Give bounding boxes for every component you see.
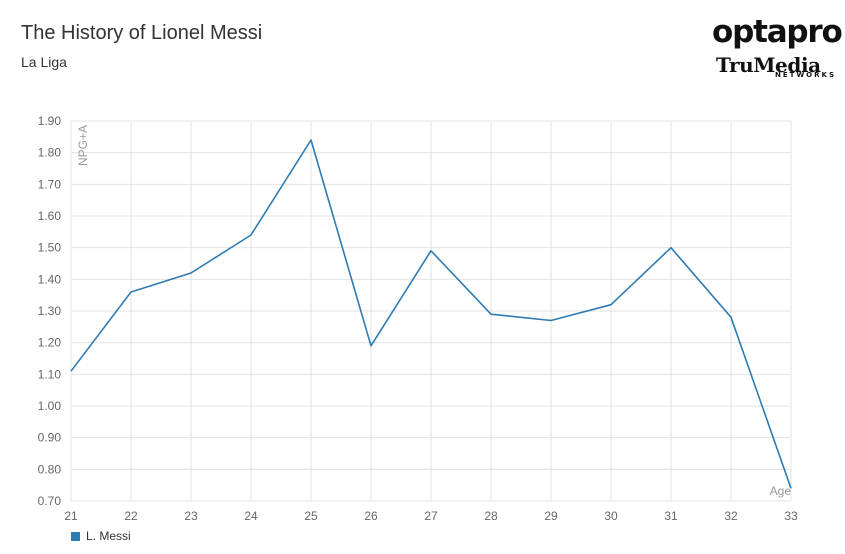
y-tick-label: 1.50: [38, 241, 62, 255]
chart-legend[interactable]: L. Messi: [71, 529, 131, 543]
x-tick-labels: 21 22 23 24 25 26 27 28 29 30 31 32 33: [64, 509, 798, 523]
grid-lines: [70, 120, 792, 502]
legend-label: L. Messi: [86, 529, 131, 543]
data-point[interactable]: [485, 308, 497, 320]
logo-trumedia-text: TruMedia: [716, 53, 821, 77]
data-point[interactable]: [365, 340, 377, 352]
x-tick-label: 29: [544, 509, 558, 523]
y-tick-label: 1.80: [38, 146, 62, 160]
y-tick-label: 1.60: [38, 209, 62, 223]
series-line[interactable]: [70, 139, 792, 489]
x-tick-label: 21: [64, 509, 78, 523]
chart-subtitle: La Liga: [21, 54, 67, 70]
data-point[interactable]: [605, 299, 617, 311]
data-point[interactable]: [305, 134, 317, 146]
chart-title: The History of Lionel Messi: [21, 22, 263, 44]
x-tick-label: 28: [484, 509, 498, 523]
x-tick-label: 27: [424, 509, 438, 523]
x-tick-label: 22: [124, 509, 138, 523]
data-point[interactable]: [425, 245, 437, 257]
x-tick-label: 30: [604, 509, 618, 523]
x-tick-label: 24: [244, 509, 258, 523]
y-tick-label: 1.70: [38, 177, 62, 191]
y-tick-labels: 0.70 0.80 0.90 1.00 1.10 1.20 1.30 1.40 1.50 1.60…: [38, 114, 62, 508]
y-tick-label: 0.80: [38, 462, 62, 476]
data-point[interactable]: [125, 286, 137, 298]
x-tick-label: 31: [664, 509, 678, 523]
y-tick-label: 1.10: [38, 367, 62, 381]
y-axis-label: NPG+A: [76, 125, 90, 166]
series-lines: [65, 134, 792, 489]
legend-swatch: [71, 531, 80, 541]
x-tick-label: 26: [364, 509, 378, 523]
y-tick-label: 1.30: [38, 304, 62, 318]
y-tick-label: 1.90: [38, 114, 62, 128]
y-tick-label: 0.70: [38, 494, 62, 508]
x-tick-label: 25: [304, 509, 318, 523]
logo-networks-text: NETWORKS: [775, 71, 836, 79]
y-tick-label: 1.20: [38, 336, 62, 350]
logo-optapro-text: optapro: [712, 14, 843, 50]
x-tick-label: 32: [724, 509, 738, 523]
x-axis-label: Age: [770, 484, 792, 498]
y-tick-label: 0.90: [38, 431, 62, 445]
y-tick-label: 1.40: [38, 272, 62, 286]
optapro-trumedia-logo: optapro TruMedia NETWORKS: [712, 14, 843, 84]
data-point[interactable]: [725, 311, 737, 323]
data-point[interactable]: [185, 267, 197, 279]
x-tick-label: 23: [184, 509, 198, 523]
data-point[interactable]: [245, 229, 257, 241]
data-point[interactable]: [65, 365, 77, 377]
data-point[interactable]: [665, 242, 677, 254]
y-tick-label: 1.00: [38, 399, 62, 413]
data-point[interactable]: [545, 315, 557, 327]
x-tick-label: 33: [784, 509, 798, 523]
